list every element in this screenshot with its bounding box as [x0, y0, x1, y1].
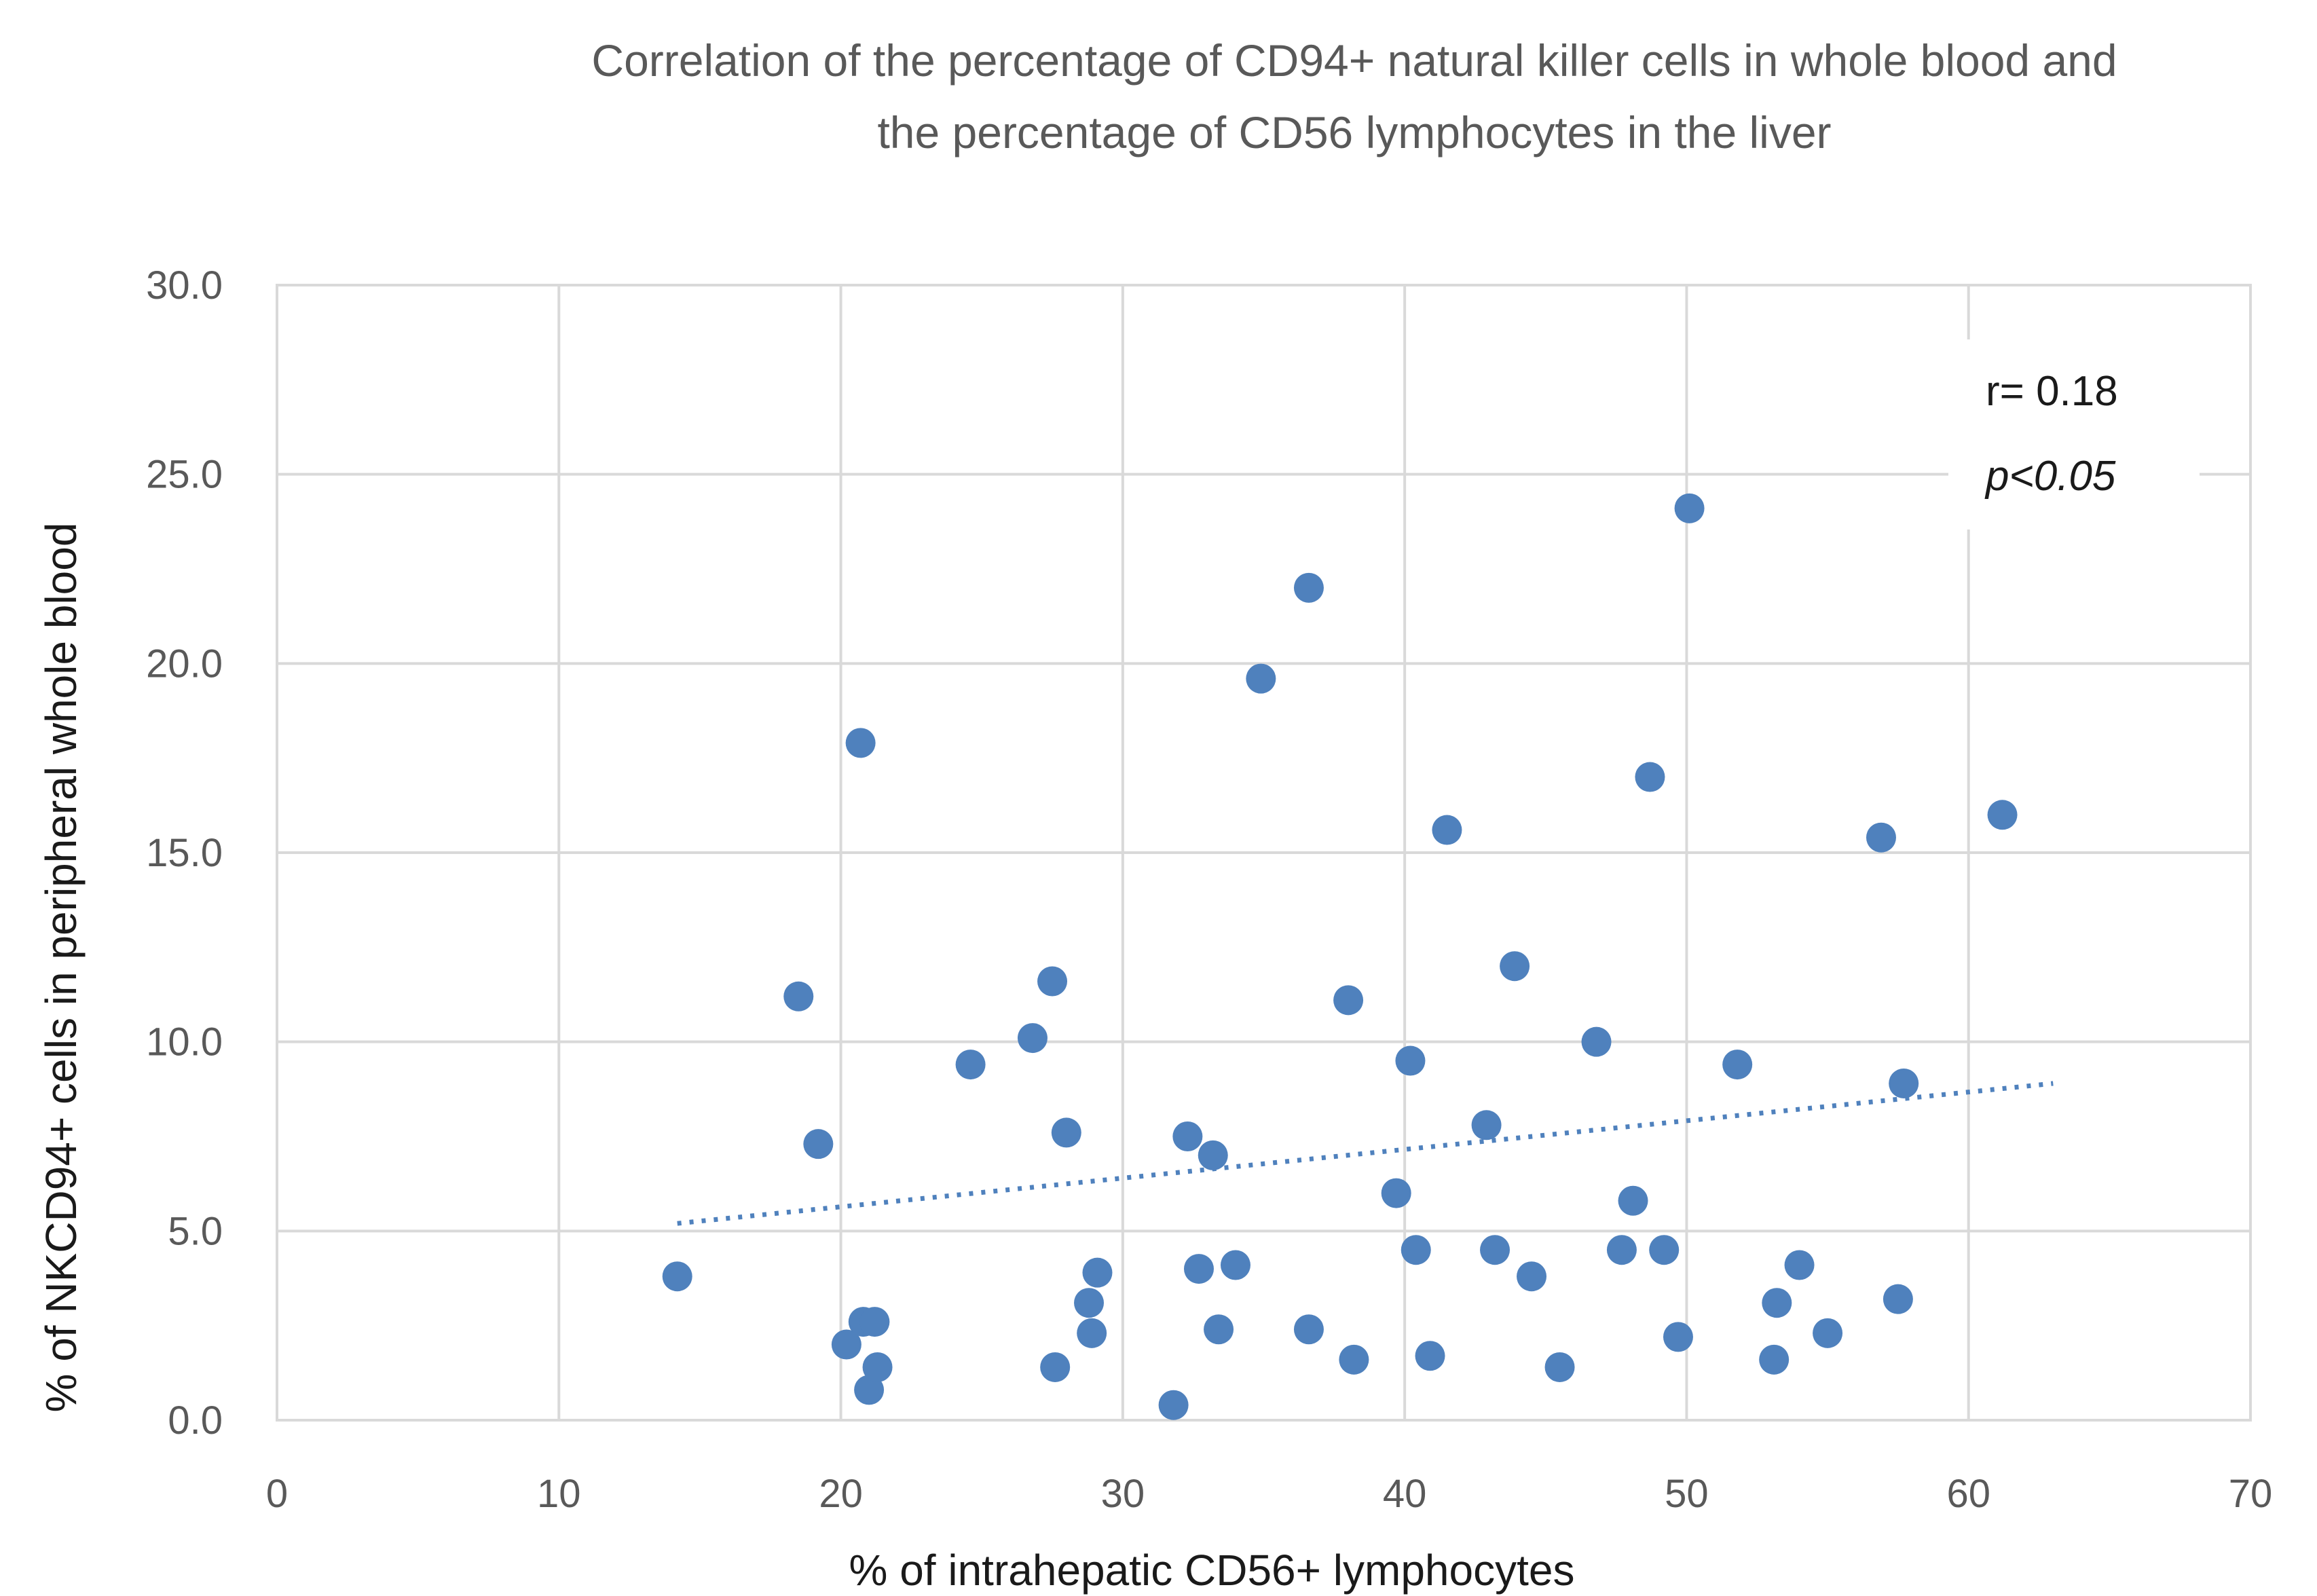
data-point-15: [1077, 1318, 1107, 1348]
data-point-21: [1204, 1314, 1234, 1345]
data-point-27: [1339, 1344, 1369, 1375]
gridlines: [276, 284, 2252, 1422]
data-point-25: [1293, 1314, 1324, 1345]
y-tick-label: 30.0: [146, 263, 223, 308]
y-tick-label: 0.0: [168, 1398, 223, 1443]
y-tick-label: 15.0: [146, 831, 223, 875]
x-tick-label: 40: [1383, 1472, 1427, 1516]
data-point-34: [1480, 1235, 1510, 1265]
chart-title: Correlation of the percentage of CD94+ n…: [591, 35, 2117, 157]
data-point-33: [1471, 1110, 1502, 1140]
data-point-41: [1635, 762, 1665, 792]
data-point-18: [1172, 1121, 1203, 1151]
x-tick-label: 0: [266, 1472, 288, 1516]
data-point-43: [1663, 1322, 1693, 1352]
data-point-11: [1037, 966, 1068, 997]
data-point-6: [854, 1375, 885, 1405]
x-tick-label: 50: [1665, 1472, 1709, 1516]
data-point-13: [1051, 1117, 1081, 1148]
y-axis-ticks: 0.0 5.0 10.0 15.0 20.0 25.0 30.0: [146, 263, 223, 1443]
data-point-20: [1198, 1140, 1228, 1170]
data-point-42: [1649, 1235, 1680, 1265]
data-point-44: [1674, 493, 1705, 523]
annotation-background: [1948, 339, 2200, 530]
data-point-12: [1040, 1352, 1071, 1382]
x-tick-label: 20: [819, 1472, 863, 1516]
data-point-52: [1889, 1068, 1919, 1098]
data-point-7: [859, 1307, 890, 1337]
data-point-37: [1544, 1352, 1575, 1382]
annotation-r-value: r= 0.18: [1986, 368, 2118, 415]
data-point-49: [1813, 1318, 1843, 1348]
plot-area-border: [276, 284, 2252, 1422]
x-tick-label: 70: [2229, 1472, 2273, 1516]
data-point-39: [1606, 1235, 1637, 1265]
data-point-47: [1762, 1288, 1792, 1318]
annotation-p-value: p<0.05: [1984, 453, 2116, 500]
x-axis-label: % of intrahepatic CD56+ lymphocytes: [849, 1546, 1575, 1595]
data-point-38: [1581, 1026, 1612, 1057]
data-point-4: [845, 728, 876, 758]
y-tick-label: 10.0: [146, 1020, 223, 1064]
data-point-36: [1517, 1261, 1547, 1292]
x-tick-label: 30: [1101, 1472, 1145, 1516]
data-point-16: [1082, 1257, 1113, 1288]
data-point-30: [1401, 1235, 1431, 1265]
x-axis-ticks: 0 10 20 30 40 50 60 70: [266, 1472, 2272, 1516]
data-point-19: [1183, 1254, 1214, 1284]
data-point-31: [1415, 1341, 1445, 1371]
data-point-40: [1618, 1185, 1648, 1216]
data-point-45: [1722, 1050, 1753, 1080]
x-tick-label: 10: [537, 1472, 581, 1516]
data-point-10: [1017, 1023, 1048, 1054]
y-tick-label: 20.0: [146, 642, 223, 686]
data-point-17: [1158, 1390, 1189, 1420]
y-axis-label: % of NKCD94+ cells in peripheral whole b…: [37, 523, 86, 1413]
y-tick-label: 25.0: [146, 453, 223, 497]
chart-title-line-1: Correlation of the percentage of CD94+ n…: [591, 35, 2117, 86]
data-point-28: [1381, 1178, 1411, 1208]
data-point-50: [1866, 822, 1896, 853]
data-point-48: [1784, 1250, 1815, 1280]
data-points: [662, 493, 2018, 1420]
data-point-29: [1395, 1045, 1426, 1076]
data-point-51: [1883, 1284, 1913, 1314]
data-point-35: [1500, 951, 1530, 982]
data-point-22: [1220, 1250, 1250, 1280]
data-point-1: [783, 981, 814, 1012]
data-point-3: [831, 1329, 861, 1360]
data-point-14: [1074, 1288, 1105, 1318]
data-point-2: [803, 1129, 834, 1159]
data-point-24: [1293, 572, 1324, 603]
data-point-23: [1246, 663, 1276, 694]
trendline: [677, 1081, 2054, 1226]
data-point-26: [1333, 985, 1364, 1016]
data-point-32: [1432, 815, 1462, 845]
x-tick-label: 60: [1946, 1472, 1990, 1516]
y-tick-label: 5.0: [168, 1209, 223, 1253]
chart-title-line-2: the percentage of CD56 lymphocytes in th…: [877, 107, 1831, 157]
data-point-53: [1987, 800, 2018, 830]
data-point-9: [955, 1050, 986, 1080]
data-point-0: [662, 1261, 692, 1292]
data-point-8: [862, 1352, 893, 1382]
data-point-46: [1759, 1344, 1790, 1375]
